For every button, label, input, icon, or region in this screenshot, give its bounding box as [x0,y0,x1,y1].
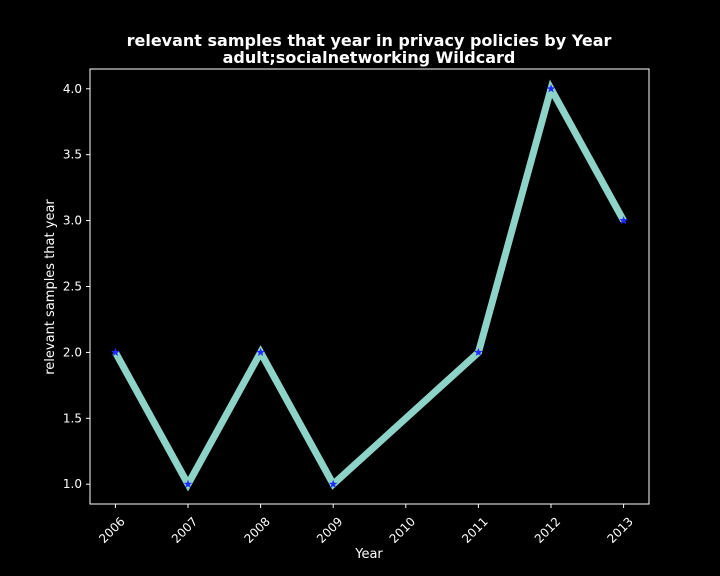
x-tick-label: 2010 [387,514,418,545]
x-tick-label: 2006 [96,514,127,545]
x-tick-label: 2008 [241,514,272,545]
x-tick-label: 2007 [169,514,200,545]
y-tick-label: 2.5 [63,280,82,294]
y-tick-label: 1.5 [63,411,82,425]
x-axis-ticks: 2006 2007 2008 2009 2010 2011 2012 2013 [96,504,636,546]
y-tick-label: 3.5 [63,148,82,162]
data-point-marker [111,347,120,357]
data-point-marker [256,347,265,357]
data-point-marker [619,216,628,225]
series-line [112,79,627,492]
data-point-marker [474,347,483,357]
x-axis-label: Year [354,547,383,562]
y-tick-label: 2.0 [63,345,82,359]
chart-title-line2: adult;socialnetworking Wildcard [223,48,516,67]
marker-layer [111,84,628,488]
y-tick-label: 1.0 [63,477,82,491]
data-point-marker [546,84,556,93]
plot-area-frame [89,68,650,505]
y-tick-label: 4.0 [63,82,82,96]
data-point-marker [328,479,338,488]
chart-title-line1: relevant samples that year in privacy po… [127,31,612,50]
data-point-marker [183,479,193,488]
x-tick-label: 2009 [314,514,345,545]
x-tick-label: 2011 [459,514,490,545]
x-tick-label: 2013 [604,514,635,545]
y-tick-label: 3.0 [63,214,82,228]
y-axis-label: relevant samples that year [43,199,58,375]
y-axis-ticks: 1.0 1.5 2.0 2.5 3.0 3.5 4.0 [63,82,90,491]
x-tick-label: 2012 [532,514,563,545]
series-layer [112,79,627,492]
